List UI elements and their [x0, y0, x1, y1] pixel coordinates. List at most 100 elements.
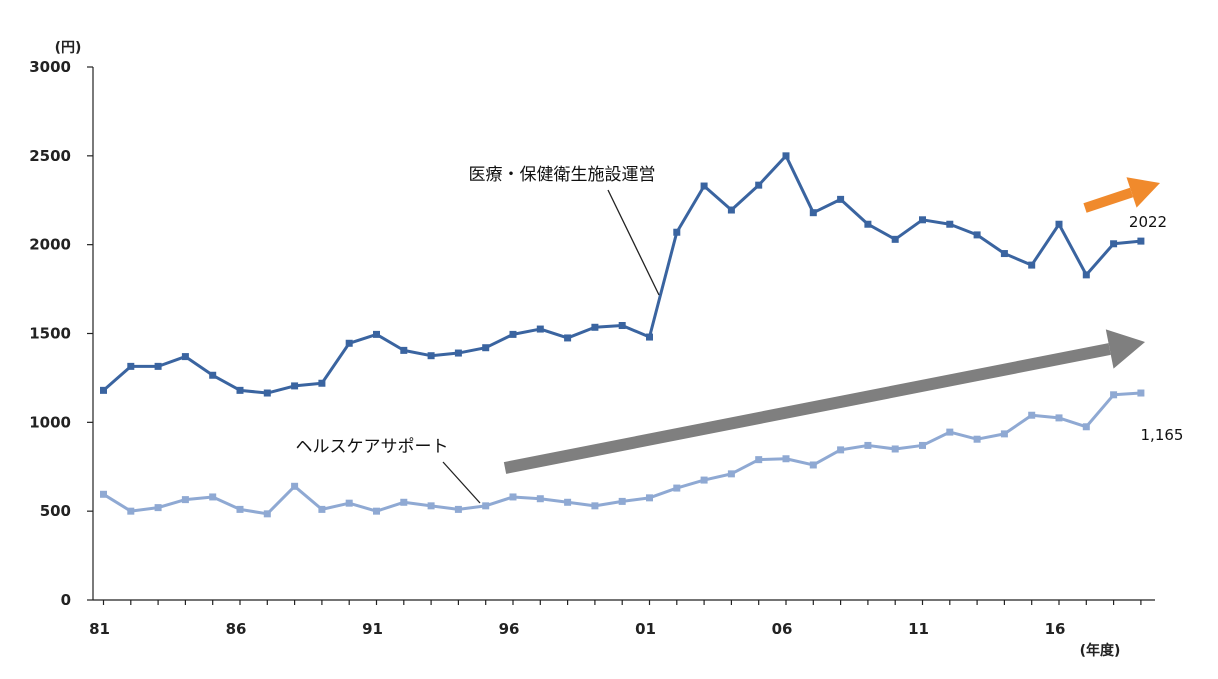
- x-tick-label: 91: [362, 620, 383, 638]
- data-point-1: [837, 446, 845, 454]
- data-point-1: [1000, 430, 1008, 438]
- data-point-1: [727, 470, 735, 478]
- end-label-1165: 1,165: [1141, 426, 1184, 444]
- data-point-1: [482, 502, 490, 510]
- data-point-1: [1055, 414, 1063, 422]
- data-point-1: [454, 505, 462, 513]
- x-tick-label: 06: [772, 620, 793, 638]
- data-point-1: [345, 499, 353, 507]
- data-point-1: [291, 482, 299, 490]
- data-point-0: [1000, 250, 1008, 258]
- y-axis-unit: (円): [55, 40, 82, 56]
- x-tick-label: 81: [89, 620, 110, 638]
- data-point-1: [1082, 423, 1090, 431]
- data-point-1: [618, 497, 626, 505]
- x-tick-label: 86: [226, 620, 247, 638]
- data-point-1: [181, 496, 189, 504]
- end-label-2022: 2022: [1129, 213, 1167, 231]
- data-point-1: [236, 505, 244, 513]
- data-point-0: [345, 339, 353, 347]
- y-tick-label: 1500: [29, 325, 71, 343]
- x-axis-unit: (年度): [1080, 642, 1121, 659]
- data-point-1: [536, 495, 544, 503]
- data-point-0: [400, 346, 408, 354]
- x-tick-label: 96: [499, 620, 520, 638]
- data-point-1: [127, 507, 135, 515]
- data-point-0: [263, 389, 271, 397]
- data-point-0: [864, 220, 872, 228]
- data-point-1: [782, 455, 790, 463]
- data-point-0: [1082, 271, 1090, 279]
- data-point-0: [782, 152, 790, 160]
- data-point-1: [263, 510, 271, 518]
- data-point-0: [181, 353, 189, 361]
- data-point-1: [318, 505, 326, 513]
- y-tick-label: 3000: [29, 58, 71, 76]
- data-point-1: [1137, 389, 1145, 397]
- y-tick-label: 2500: [29, 147, 71, 165]
- y-tick-label: 1000: [29, 413, 71, 431]
- x-tick-label: 11: [908, 620, 929, 638]
- x-tick-label: 01: [635, 620, 656, 638]
- data-point-0: [591, 323, 599, 331]
- x-tick-label: 16: [1045, 620, 1066, 638]
- data-point-0: [755, 181, 763, 189]
- data-point-1: [646, 494, 653, 502]
- data-point-1: [864, 441, 872, 449]
- data-point-0: [454, 349, 462, 357]
- data-point-0: [427, 352, 435, 360]
- data-point-0: [127, 362, 135, 370]
- data-point-0: [727, 206, 735, 214]
- data-point-0: [209, 371, 217, 379]
- data-point-0: [1110, 240, 1118, 248]
- data-point-0: [700, 182, 708, 190]
- data-point-1: [564, 498, 572, 506]
- data-point-0: [509, 330, 517, 338]
- data-point-1: [700, 476, 708, 484]
- data-point-0: [154, 362, 162, 370]
- gray-trend-arrow-shaft: [503, 343, 1111, 474]
- data-point-0: [673, 228, 681, 236]
- y-tick-label: 500: [40, 502, 71, 520]
- series-line-1: [102, 391, 1141, 516]
- gray-trend-arrow-head: [1105, 329, 1145, 369]
- data-point-1: [1028, 411, 1036, 419]
- data-point-0: [809, 209, 817, 217]
- data-point-1: [154, 504, 162, 512]
- data-point-0: [1055, 220, 1063, 228]
- data-point-0: [646, 333, 653, 341]
- data-point-0: [1028, 261, 1036, 269]
- y-tick-label: 2000: [29, 236, 71, 254]
- data-point-0: [536, 325, 544, 333]
- data-point-1: [891, 445, 899, 453]
- data-point-1: [919, 441, 926, 449]
- y-tick-label: 0: [61, 591, 71, 609]
- data-point-1: [973, 435, 981, 443]
- data-point-0: [919, 216, 926, 224]
- data-point-0: [946, 220, 954, 228]
- series-label-healthcare-leader: [442, 461, 481, 504]
- series-label-medical-leader: [607, 189, 660, 296]
- data-point-0: [373, 330, 380, 338]
- data-point-1: [755, 456, 763, 464]
- data-point-0: [482, 344, 490, 352]
- data-point-1: [946, 428, 954, 436]
- data-point-1: [427, 502, 435, 510]
- orange-trend-arrow-shaft: [1083, 187, 1134, 213]
- data-point-1: [591, 502, 599, 510]
- data-point-1: [400, 498, 408, 506]
- data-point-0: [1137, 237, 1145, 245]
- data-point-1: [509, 493, 517, 501]
- data-point-1: [373, 507, 380, 515]
- series-line-0: [102, 154, 1142, 395]
- data-point-1: [209, 493, 217, 501]
- data-point-0: [891, 235, 899, 243]
- data-point-0: [318, 379, 326, 387]
- series-label-medical: 医療・保健衛生施設運営: [469, 165, 656, 185]
- data-point-1: [100, 490, 107, 498]
- orange-trend-arrow-head: [1126, 177, 1160, 208]
- data-point-0: [837, 195, 845, 203]
- series-label-healthcare: ヘルスケアサポート: [296, 437, 449, 457]
